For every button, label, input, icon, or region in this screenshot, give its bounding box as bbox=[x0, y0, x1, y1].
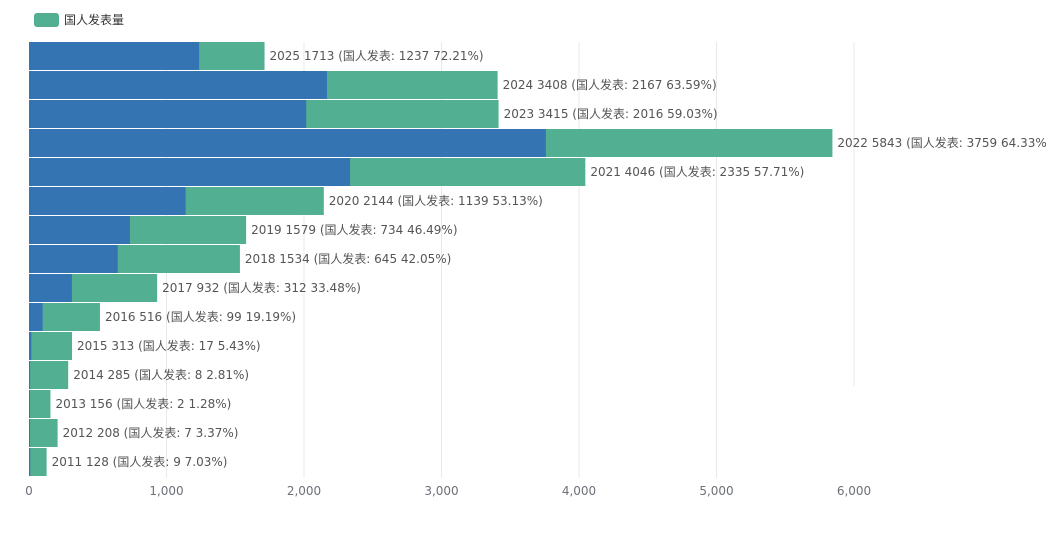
bar-domestic-2013 bbox=[29, 390, 30, 418]
x-tick-label: 5,000 bbox=[699, 484, 733, 498]
bar-total-2014 bbox=[29, 361, 69, 389]
bar-domestic-2017 bbox=[29, 274, 72, 302]
bar-total-2011 bbox=[29, 448, 47, 476]
bar-label-2021: 2021 4046 (国人发表: 2335 57.71%) bbox=[590, 164, 804, 179]
x-tick-label: 6,000 bbox=[837, 484, 871, 498]
x-tick-label: 2,000 bbox=[287, 484, 321, 498]
bar-domestic-2025 bbox=[29, 42, 200, 70]
bar-total-2013 bbox=[29, 390, 51, 418]
bar-domestic-2014 bbox=[29, 361, 31, 389]
bar-domestic-2020 bbox=[29, 187, 186, 215]
bar-labels: 2025 1713 (国人发表: 1237 72.21%) 2024 3408 (… bbox=[52, 48, 1046, 469]
bar-label-2013: 2013 156 (国人发表: 2 1.28%) bbox=[55, 396, 231, 411]
bar-domestic-2021 bbox=[29, 158, 351, 186]
bar-label-2016: 2016 516 (国人发表: 99 19.19%) bbox=[105, 309, 296, 324]
bar-domestic-2022 bbox=[29, 129, 546, 157]
bar-label-2011: 2011 128 (国人发表: 9 7.03%) bbox=[52, 454, 228, 469]
x-tick-label: 3,000 bbox=[424, 484, 458, 498]
legend-swatch[interactable] bbox=[34, 13, 59, 27]
bar-total-2012 bbox=[29, 419, 58, 447]
bar-domestic-2012 bbox=[29, 419, 30, 447]
bar-label-2015: 2015 313 (国人发表: 17 5.43%) bbox=[77, 338, 261, 353]
x-tick-label: 1,000 bbox=[149, 484, 183, 498]
bars bbox=[29, 42, 833, 476]
bar-domestic-2019 bbox=[29, 216, 130, 244]
legend[interactable]: 国人发表量 bbox=[34, 12, 124, 27]
bar-domestic-2023 bbox=[29, 100, 307, 128]
bar-label-2018: 2018 1534 (国人发表: 645 42.05%) bbox=[245, 251, 451, 266]
bar-domestic-2011 bbox=[29, 448, 31, 476]
bar-label-2014: 2014 285 (国人发表: 8 2.81%) bbox=[73, 367, 249, 382]
bar-label-2023: 2023 3415 (国人发表: 2016 59.03%) bbox=[504, 106, 718, 121]
bar-label-2020: 2020 2144 (国人发表: 1139 53.13%) bbox=[329, 193, 543, 208]
bar-label-2012: 2012 208 (国人发表: 7 3.37%) bbox=[63, 425, 239, 440]
bar-domestic-2016 bbox=[29, 303, 43, 331]
bar-label-2017: 2017 932 (国人发表: 312 33.48%) bbox=[162, 280, 361, 295]
bar-domestic-2015 bbox=[29, 332, 32, 360]
bar-label-2019: 2019 1579 (国人发表: 734 46.49%) bbox=[251, 222, 457, 237]
bar-label-2024: 2024 3408 (国人发表: 2167 63.59%) bbox=[503, 77, 717, 92]
bar-domestic-2018 bbox=[29, 245, 118, 273]
bar-label-2022: 2022 5843 (国人发表: 3759 64.33%) bbox=[837, 135, 1046, 150]
x-axis-tick-labels: 0 1,000 2,000 3,000 4,000 5,000 6,000 bbox=[25, 484, 871, 498]
bar-label-2025: 2025 1713 (国人发表: 1237 72.21%) bbox=[270, 48, 484, 63]
legend-label[interactable]: 国人发表量 bbox=[64, 12, 124, 27]
bar-total-2015 bbox=[29, 332, 73, 360]
bar-domestic-2024 bbox=[29, 71, 327, 99]
x-tick-label: 4,000 bbox=[562, 484, 596, 498]
x-tick-label: 0 bbox=[25, 484, 33, 498]
